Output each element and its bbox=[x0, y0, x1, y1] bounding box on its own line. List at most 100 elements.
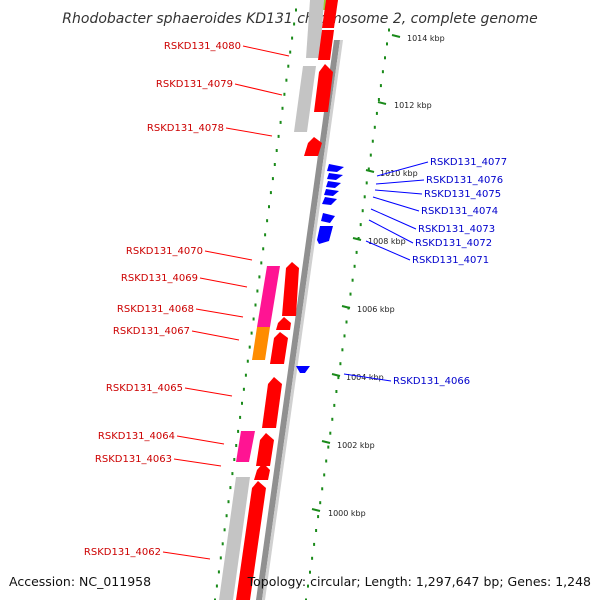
scale-tick-label: 1014 kbp bbox=[407, 34, 445, 43]
gene-label-text[interactable]: RSKD131_4080 bbox=[164, 41, 241, 52]
gene-label-text[interactable]: RSKD131_4072 bbox=[415, 238, 492, 249]
gene-arrow-forward bbox=[236, 481, 266, 600]
gene-label-text[interactable]: RSKD131_4071 bbox=[412, 255, 489, 266]
gene-arrow-forward bbox=[254, 463, 270, 480]
guide-dot bbox=[319, 501, 322, 505]
guide-dot bbox=[269, 191, 272, 195]
guide-dot bbox=[325, 459, 328, 463]
guide-dot bbox=[307, 584, 309, 588]
guide-dot bbox=[293, 22, 296, 26]
guide-dot bbox=[371, 139, 374, 143]
gene-label-forward[interactable]: RSKD131_4080 bbox=[164, 41, 290, 57]
guide-dot bbox=[361, 209, 364, 213]
guide-dot bbox=[237, 429, 240, 433]
genome-summary: Topology: circular; Length: 1,297,647 bp… bbox=[247, 574, 591, 589]
guide-dot bbox=[377, 98, 380, 101]
gene-label-text[interactable]: RSKD131_4075 bbox=[424, 189, 501, 200]
guide-dot bbox=[223, 528, 226, 532]
guide-dot bbox=[277, 134, 280, 138]
guide-dot bbox=[262, 247, 265, 251]
gene-arrow-forward bbox=[262, 377, 282, 428]
guide-dot bbox=[331, 417, 334, 421]
guide-dot bbox=[335, 390, 338, 393]
gene-label-text[interactable]: RSKD131_4066 bbox=[393, 376, 470, 387]
gene-label-reverse[interactable]: RSKD131_4071 bbox=[365, 240, 489, 266]
gene-label-forward[interactable]: RSKD131_4070 bbox=[126, 246, 253, 261]
gene-arrow-reverse bbox=[322, 197, 337, 205]
gene-label-text[interactable]: RSKD131_4068 bbox=[117, 304, 194, 315]
gene-label-reverse[interactable]: RSKD131_4076 bbox=[375, 175, 503, 186]
gene-label-reverse[interactable]: RSKD131_4072 bbox=[368, 219, 492, 249]
scale-tick-label: 1008 kbp bbox=[368, 237, 406, 246]
gene-label-forward[interactable]: RSKD131_4078 bbox=[147, 123, 273, 137]
gene-arrow-reverse bbox=[326, 181, 341, 188]
gene-arrow-forward bbox=[318, 30, 334, 60]
guide-dot bbox=[250, 331, 253, 335]
gene-label-text[interactable]: RSKD131_4064 bbox=[98, 431, 175, 442]
gene-label-text[interactable]: RSKD131_4069 bbox=[121, 273, 198, 284]
guide-dot bbox=[252, 317, 255, 321]
gene-label-text[interactable]: RSKD131_4078 bbox=[147, 123, 224, 134]
gene-label-text[interactable]: RSKD131_4073 bbox=[418, 224, 495, 235]
guide-dot bbox=[339, 362, 342, 366]
guide-dot bbox=[329, 431, 332, 435]
gene-label-text[interactable]: RSKD131_4063 bbox=[95, 454, 172, 465]
guide-dot bbox=[268, 205, 270, 209]
gene-label-forward[interactable]: RSKD131_4062 bbox=[84, 547, 211, 560]
scale-tick: 1008 kbp bbox=[352, 237, 406, 246]
guide-dot bbox=[349, 292, 352, 296]
guide-dot bbox=[386, 42, 388, 46]
gene-label-reverse[interactable]: RSKD131_4073 bbox=[370, 208, 495, 235]
guide-dot bbox=[295, 8, 297, 12]
gene-label-text[interactable]: RSKD131_4079 bbox=[156, 79, 233, 90]
guide-dot bbox=[271, 177, 274, 181]
gene-label-forward[interactable]: RSKD131_4068 bbox=[117, 304, 244, 318]
guide-dot bbox=[333, 403, 336, 407]
guide-dot bbox=[233, 458, 236, 461]
gene-label-text[interactable]: RSKD131_4077 bbox=[430, 157, 507, 168]
gene-label-reverse[interactable]: RSKD131_4075 bbox=[374, 189, 501, 200]
gene-arrow-reverse bbox=[327, 173, 343, 180]
gene-arrow-forward bbox=[282, 262, 299, 316]
gene-label-text[interactable]: RSKD131_4070 bbox=[126, 246, 203, 257]
guide-dot bbox=[215, 584, 218, 588]
gene-label-forward[interactable]: RSKD131_4064 bbox=[98, 431, 225, 445]
guide-dot bbox=[239, 415, 242, 419]
guide-dot bbox=[379, 84, 382, 88]
scale-tick: 1010 kbp bbox=[365, 169, 418, 178]
scale-tick-label: 1002 kbp bbox=[337, 441, 375, 450]
gene-label-text[interactable]: RSKD131_4074 bbox=[421, 206, 498, 217]
guide-dot bbox=[285, 78, 288, 82]
gene-label-text[interactable]: RSKD131_4062 bbox=[84, 547, 161, 558]
guide-dot bbox=[258, 275, 261, 279]
guide-dot bbox=[241, 401, 243, 405]
gene-label-reverse[interactable]: RSKD131_4066 bbox=[343, 373, 470, 387]
gene-label-forward[interactable]: RSKD131_4079 bbox=[156, 79, 283, 96]
guide-dot bbox=[229, 486, 232, 490]
gene-arrow-reverse bbox=[321, 213, 335, 223]
gene-arrow-forward bbox=[304, 137, 322, 156]
scale-tick: 1012 kbp bbox=[377, 101, 432, 110]
guide-dot bbox=[289, 50, 292, 54]
guide-dot bbox=[291, 36, 294, 40]
gene-label-text[interactable]: RSKD131_4065 bbox=[106, 383, 183, 394]
gene-label-forward[interactable]: RSKD131_4069 bbox=[121, 273, 248, 288]
guide-dot bbox=[254, 303, 257, 307]
gene-label-text[interactable]: RSKD131_4067 bbox=[113, 326, 190, 337]
guide-dot bbox=[369, 153, 372, 157]
gene-label-forward[interactable]: RSKD131_4065 bbox=[106, 383, 233, 397]
guide-dot bbox=[283, 92, 286, 96]
gene-label-forward[interactable]: RSKD131_4067 bbox=[113, 326, 240, 341]
gene-arrow-reverse bbox=[317, 226, 333, 244]
feature-pseudogene bbox=[219, 477, 250, 600]
feature-pseudogene bbox=[294, 66, 316, 132]
gene-label-text[interactable]: RSKD131_4076 bbox=[426, 175, 503, 186]
gene-label-reverse[interactable]: RSKD131_4074 bbox=[372, 196, 498, 217]
gene-arrow-forward bbox=[270, 332, 288, 364]
map-title: Rhodobacter sphaeroides KD131 chromosome… bbox=[62, 11, 537, 27]
gene-label-forward[interactable]: RSKD131_4063 bbox=[95, 454, 222, 467]
guide-dot bbox=[305, 598, 307, 600]
guide-dot bbox=[264, 233, 267, 237]
gene-label-reverse[interactable]: RSKD131_4077 bbox=[376, 157, 507, 177]
